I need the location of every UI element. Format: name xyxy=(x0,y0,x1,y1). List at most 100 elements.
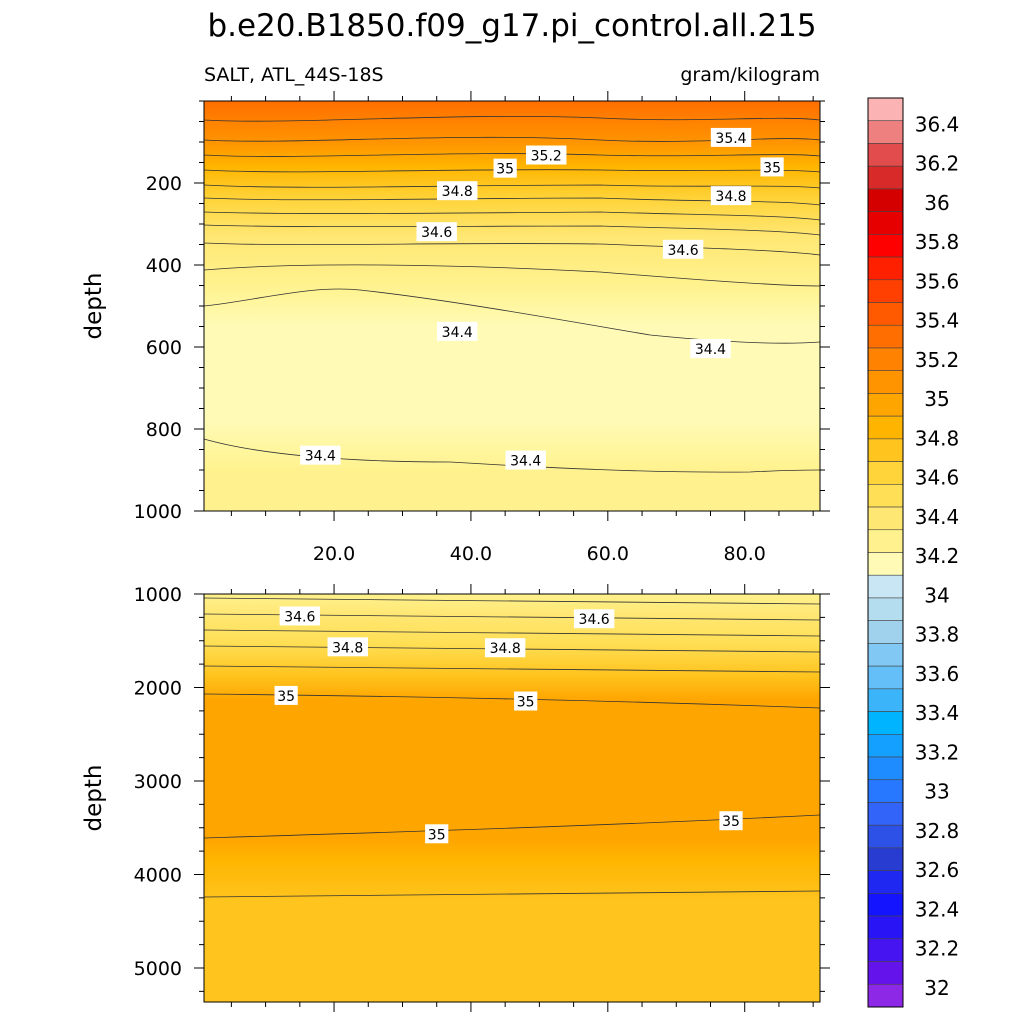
contour-label: 35 xyxy=(760,157,784,177)
contour-label: 34.6 xyxy=(573,609,615,629)
lower-x-axis xyxy=(230,584,814,1012)
colorbar-swatch xyxy=(867,529,904,553)
y-tick-label: 5000 xyxy=(134,958,182,980)
upper-contour-labels: 35.4 35.2 35 35 34.8 34.8 34.6 34.6 34.4 34.4 34.4… xyxy=(300,127,784,470)
contour-line xyxy=(203,597,821,605)
x-tick-label: 60.0 xyxy=(587,543,629,565)
y-tick-label: 200 xyxy=(146,173,182,195)
contour-label: 34.8 xyxy=(710,186,752,206)
contour-line xyxy=(203,184,821,189)
colorbar-label: 35.6 xyxy=(915,269,960,293)
colorbar-label: 36.2 xyxy=(915,152,960,176)
colorbar-label: 34.6 xyxy=(915,466,960,490)
contour-label: 34.4 xyxy=(690,339,731,359)
colorbar-swatch xyxy=(867,484,904,508)
upper-panel: 35.4 35.2 35 35 34.8 34.8 34.6 34.6 34.4 34.4 34.4… xyxy=(81,91,830,565)
colorbar-label: 32.8 xyxy=(915,819,960,843)
svg-text:34.6: 34.6 xyxy=(421,225,452,241)
contour-label: 35 xyxy=(274,685,298,705)
chart-title: b.e20.B1850.f09_g17.pi_control.all.215 xyxy=(207,8,816,44)
colorbar-label: 32.4 xyxy=(915,897,960,921)
lower-y-axis-label: depth xyxy=(81,765,107,832)
y-tick-label: 1000 xyxy=(134,501,182,523)
colorbar-label: 35 xyxy=(924,387,949,411)
colorbar-label: 33.4 xyxy=(915,701,960,725)
colorbar-label: 32 xyxy=(924,976,949,1000)
colorbar-swatch xyxy=(867,620,904,644)
upper-y-axis-label: depth xyxy=(81,273,107,340)
contour-line xyxy=(203,629,821,637)
colorbar-swatch xyxy=(867,938,904,962)
colorbar-swatch xyxy=(867,756,904,781)
svg-text:35: 35 xyxy=(496,162,514,178)
subtitle-right: gram/kilogram xyxy=(680,64,820,86)
colorbar xyxy=(867,97,904,1008)
colorbar-swatch xyxy=(867,597,904,621)
y-tick-label: 2000 xyxy=(134,678,182,700)
colorbar-label: 34.4 xyxy=(915,505,960,529)
colorbar-swatch xyxy=(867,665,904,690)
colorbar-swatch xyxy=(867,688,904,712)
y-tick-label: 4000 xyxy=(134,865,182,887)
colorbar-swatch xyxy=(867,188,904,212)
colorbar-swatch xyxy=(867,302,904,326)
colorbar-swatch xyxy=(867,893,904,917)
colorbar-swatch xyxy=(867,870,904,894)
colorbar-swatch xyxy=(867,370,904,394)
svg-text:34.4: 34.4 xyxy=(305,449,336,465)
x-tick-label: 80.0 xyxy=(724,543,766,565)
colorbar-swatch xyxy=(867,279,904,303)
colorbar-swatch xyxy=(867,143,904,167)
contour-line xyxy=(203,264,821,287)
contour-label: 34.8 xyxy=(437,181,478,201)
svg-text:34.8: 34.8 xyxy=(490,641,521,657)
colorbar-swatch xyxy=(867,552,904,576)
y-tick-label: 1000 xyxy=(134,584,182,606)
svg-text:35: 35 xyxy=(428,827,446,843)
colorbar-label: 34 xyxy=(924,583,949,607)
y-tick-label: 800 xyxy=(146,419,182,441)
colorbar-swatch xyxy=(867,802,904,826)
colorbar-label: 34.2 xyxy=(915,544,960,568)
lower-plot-frame xyxy=(203,593,821,1003)
contour-label: 34.8 xyxy=(327,637,368,657)
svg-text:35: 35 xyxy=(722,814,740,830)
svg-text:34.8: 34.8 xyxy=(442,184,473,200)
svg-text:34.4: 34.4 xyxy=(510,454,541,470)
svg-text:35.4: 35.4 xyxy=(715,131,746,147)
contour-line xyxy=(203,197,821,206)
colorbar-swatch xyxy=(867,211,904,235)
contour-label: 34.6 xyxy=(279,606,321,626)
y-tick-label: 400 xyxy=(146,255,182,277)
contour-label: 35.2 xyxy=(526,145,567,165)
colorbar-swatch xyxy=(867,120,904,144)
colorbar-swatch xyxy=(867,643,904,667)
svg-text:35.2: 35.2 xyxy=(531,149,562,165)
colorbar-label: 32.6 xyxy=(915,858,960,882)
svg-text:34.4: 34.4 xyxy=(695,342,726,358)
colorbar-swatch xyxy=(867,347,904,372)
y-tick-label: 3000 xyxy=(134,771,182,793)
contour-line xyxy=(203,115,821,122)
svg-text:34.8: 34.8 xyxy=(715,189,746,205)
upper-y-axis: 200 400 600 800 1000 xyxy=(134,100,830,523)
colorbar-label: 36.4 xyxy=(915,112,960,136)
colorbar-swatch xyxy=(867,234,904,258)
svg-text:34.8: 34.8 xyxy=(332,640,363,656)
svg-text:34.6: 34.6 xyxy=(284,609,315,625)
contour-line xyxy=(203,224,821,236)
colorbar-swatch xyxy=(867,961,904,985)
colorbar-labels: 36.4 36.2 36 35.8 35.6 35.4 35.2 35 34.8 34.6 34.4… xyxy=(915,112,960,1000)
svg-text:35: 35 xyxy=(763,160,781,176)
x-tick-label: 40.0 xyxy=(450,543,492,565)
colorbar-swatch xyxy=(867,506,904,531)
colorbar-label: 33.8 xyxy=(915,623,960,647)
colorbar-label: 36 xyxy=(924,191,949,215)
contour-label: 35 xyxy=(493,158,517,178)
contour-label: 34.4 xyxy=(437,321,478,341)
colorbar-swatch xyxy=(867,438,904,462)
contour-label: 34.8 xyxy=(484,638,526,658)
svg-text:35: 35 xyxy=(517,695,535,711)
contour-line xyxy=(203,211,821,221)
